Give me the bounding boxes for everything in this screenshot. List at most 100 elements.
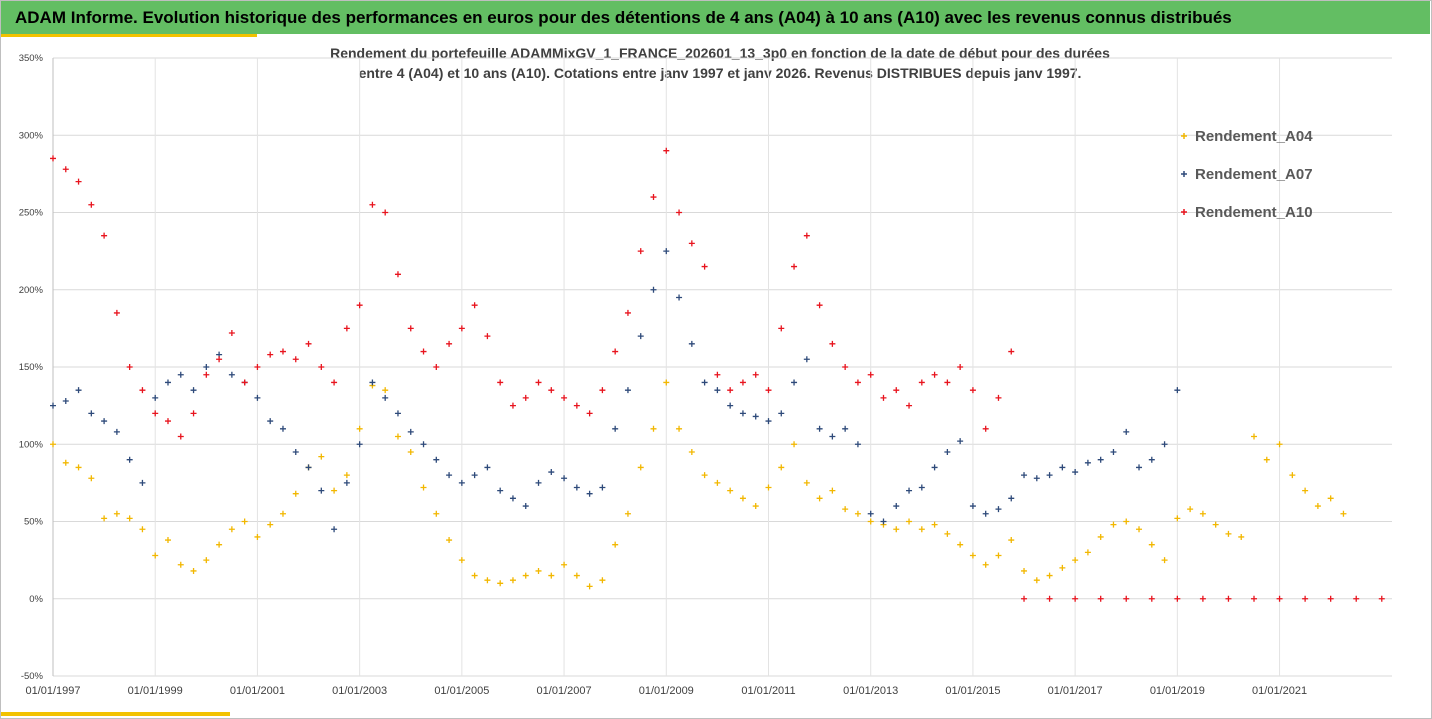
- data-point-A04: [803, 479, 810, 486]
- data-point-A04: [177, 561, 184, 568]
- y-tick-label: 200%: [19, 285, 44, 296]
- data-point-A07: [522, 503, 529, 510]
- data-point-A07: [101, 418, 108, 425]
- data-point-A07: [50, 402, 56, 409]
- data-point-A04: [509, 577, 516, 584]
- y-tick-label: -50%: [21, 671, 44, 682]
- data-point-A07: [446, 472, 453, 479]
- data-point-A10: [1123, 595, 1130, 602]
- data-point-A10: [1072, 595, 1079, 602]
- data-point-A10: [228, 330, 235, 337]
- data-point-A07: [407, 428, 414, 435]
- data-point-A04: [522, 572, 529, 579]
- data-point-A10: [433, 364, 440, 370]
- x-tick-label: 01/01/1999: [128, 685, 183, 697]
- y-tick-label: 300%: [19, 130, 44, 141]
- data-point-A04: [1174, 515, 1181, 522]
- data-point-A10: [599, 387, 606, 394]
- data-point-A04: [778, 464, 785, 471]
- data-point-A10: [1148, 595, 1155, 602]
- data-point-A07: [918, 484, 925, 491]
- data-point-A04: [331, 487, 338, 494]
- data-point-A07: [177, 371, 184, 378]
- data-point-A10: [1276, 595, 1283, 602]
- data-point-A07: [1008, 495, 1015, 502]
- data-point-A07: [88, 410, 95, 417]
- data-point-A04: [1110, 521, 1117, 528]
- data-point-A07: [573, 484, 580, 491]
- data-point-A04: [624, 510, 631, 517]
- data-point-A07: [867, 510, 874, 517]
- data-point-A07: [752, 413, 759, 420]
- data-point-A04: [893, 526, 900, 533]
- data-point-A07: [126, 456, 133, 463]
- data-point-A10: [1225, 595, 1232, 602]
- data-point-A10: [778, 325, 785, 332]
- data-point-A04: [739, 495, 746, 502]
- data-point-A07: [420, 441, 427, 448]
- data-point-A04: [842, 506, 849, 513]
- data-point-A10: [739, 379, 746, 386]
- y-tick-label: 0%: [29, 594, 43, 605]
- data-point-A10: [254, 364, 261, 370]
- data-point-A04: [75, 464, 82, 471]
- data-point-A07: [714, 387, 721, 394]
- data-point-A07: [880, 518, 887, 525]
- data-point-A04: [1314, 503, 1321, 510]
- data-point-A04: [292, 490, 299, 497]
- data-point-A04: [190, 567, 197, 574]
- x-axis-ticks: 01/01/1997 01/01/1999 01/01/2001 01/01/2003…: [25, 685, 1307, 697]
- data-point-A04: [765, 484, 772, 491]
- data-point-A07: [228, 371, 235, 378]
- data-point-A04: [637, 464, 644, 471]
- data-point-A07: [331, 526, 338, 533]
- data-point-A10: [842, 364, 849, 370]
- data-point-A07: [139, 479, 146, 486]
- legend-label-A07: Rendement_A07: [1195, 166, 1313, 183]
- chart-title-line-1: Rendement du portefeuille ADAMMixGV_1_FR…: [330, 45, 1110, 61]
- data-point-A04: [318, 453, 325, 460]
- data-point-A07: [164, 379, 171, 386]
- data-point-A04: [1212, 521, 1219, 528]
- y-tick-label: 150%: [19, 362, 44, 373]
- data-point-A07: [969, 503, 976, 510]
- data-point-A07: [382, 394, 389, 401]
- data-point-A04: [1340, 510, 1347, 517]
- data-point-A04: [50, 441, 56, 448]
- data-point-A04: [714, 479, 721, 486]
- data-point-A10: [931, 371, 938, 378]
- data-point-A10: [126, 364, 133, 370]
- x-tick-label: 01/01/2003: [332, 685, 387, 697]
- data-point-A10: [1378, 595, 1385, 602]
- data-point-A10: [829, 340, 836, 347]
- data-point-A07: [650, 286, 657, 293]
- data-point-A10: [1353, 595, 1360, 602]
- data-point-A04: [407, 448, 414, 455]
- data-point-A07: [1148, 456, 1155, 463]
- data-point-A04: [867, 518, 874, 525]
- data-point-A10: [573, 402, 580, 409]
- data-point-A07: [829, 433, 836, 440]
- data-point-A10: [88, 201, 95, 208]
- data-point-A04: [1199, 510, 1206, 517]
- data-point-A10: [177, 433, 184, 440]
- data-point-A04: [1289, 472, 1296, 479]
- data-point-A04: [1059, 564, 1066, 571]
- data-point-A04: [1046, 572, 1053, 579]
- y-tick-label: 100%: [19, 439, 44, 450]
- data-point-A10: [752, 371, 759, 378]
- data-point-A10: [624, 309, 631, 316]
- data-point-A04: [458, 557, 465, 564]
- x-tick-label: 01/01/2019: [1150, 685, 1205, 697]
- data-point-A07: [152, 394, 159, 401]
- legend: Rendement_A04 Rendement_A07 Rendement_A10: [1181, 128, 1313, 221]
- report-title: ADAM Informe. Evolution historique des p…: [15, 8, 1232, 27]
- data-point-A10: [701, 263, 708, 270]
- data-point-A04: [931, 521, 938, 528]
- data-point-A10: [1021, 595, 1028, 602]
- data-point-A04: [816, 495, 823, 502]
- data-point-A04: [573, 572, 580, 579]
- data-point-A07: [1136, 464, 1143, 471]
- legend-label-A10: Rendement_A10: [1195, 204, 1313, 221]
- data-point-A04: [356, 425, 363, 432]
